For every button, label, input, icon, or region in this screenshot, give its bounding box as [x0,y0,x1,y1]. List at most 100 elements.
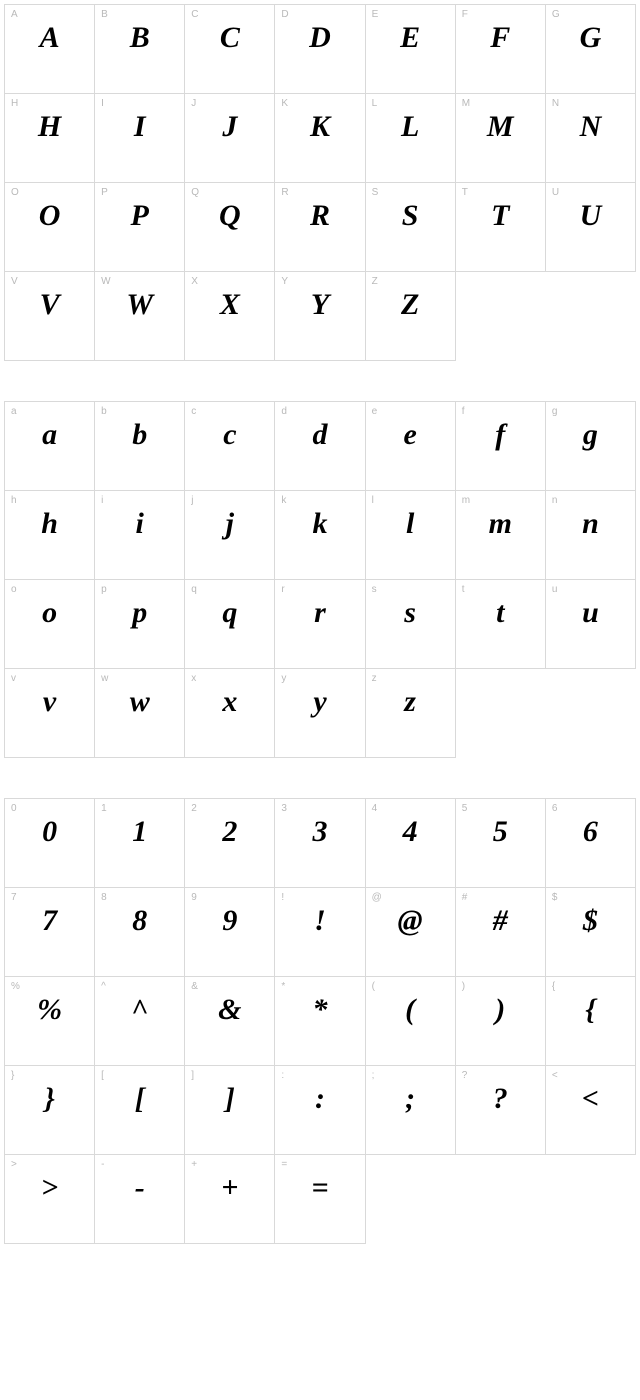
glyph-character: Z [366,288,455,322]
glyph-cell: %% [5,977,95,1066]
glyph-label: H [11,98,18,109]
glyph-cell: xx [185,669,275,758]
glyph-cell: RR [275,183,365,272]
glyph-character: H [5,110,94,144]
glyph-label: l [372,495,374,506]
glyph-cell: ]] [185,1066,275,1155]
glyph-character: D [275,21,364,55]
glyph-character: V [5,288,94,322]
glyph-character: { [546,993,635,1027]
glyph-character: U [546,199,635,233]
glyph-label: + [191,1159,197,1170]
glyph-cell: 55 [456,799,546,888]
glyph-label: J [191,98,196,109]
glyph-label: u [552,584,558,595]
glyph-cell: -- [95,1155,185,1244]
glyph-character: Q [185,199,274,233]
glyph-label: v [11,673,16,684]
glyph-label: & [191,981,198,992]
character-map: AABBCCDDEEFFGGHHIIJJKKLLMMNNOOPPQQRRSSTT… [4,4,636,1244]
glyph-label: U [552,187,559,198]
glyph-label: @ [372,892,382,903]
glyph-cell: 77 [5,888,95,977]
glyph-cell: UU [546,183,636,272]
glyph-cell: && [185,977,275,1066]
glyph-character: r [275,596,364,630]
glyph-character: < [546,1082,635,1116]
glyph-label: c [191,406,196,417]
glyph-character: w [95,685,184,719]
glyph-character: B [95,21,184,55]
glyph-character: ] [185,1082,274,1116]
glyph-character: i [95,507,184,541]
glyph-character: K [275,110,364,144]
glyph-label: W [101,276,110,287]
glyph-character: ! [275,904,364,938]
glyph-label: a [11,406,17,417]
glyph-cell: 33 [275,799,365,888]
glyph-cell: ii [95,491,185,580]
glyph-character: & [185,993,274,1027]
glyph-cell: NN [546,94,636,183]
glyph-cell: oo [5,580,95,669]
glyph-cell: bb [95,402,185,491]
glyph-cell: == [275,1155,365,1244]
glyph-label: 2 [191,803,197,814]
glyph-character: C [185,21,274,55]
glyph-label: = [281,1159,287,1170]
glyph-cell: MM [456,94,546,183]
glyph-label: * [281,981,285,992]
glyph-character: b [95,418,184,452]
glyph-cell: aa [5,402,95,491]
glyph-character: - [95,1171,184,1205]
glyph-label: e [372,406,378,417]
glyph-cell: cc [185,402,275,491]
glyph-label: # [462,892,468,903]
glyph-character: * [275,993,364,1027]
glyph-character: [ [95,1082,184,1116]
glyph-label: B [101,9,108,20]
glyph-cell: yy [275,669,365,758]
glyph-cell: ll [366,491,456,580]
glyph-section-lowercase: aabbccddeeffgghhiijjkkllmmnnooppqqrrsstt… [4,401,636,758]
glyph-cell: !! [275,888,365,977]
glyph-label: w [101,673,108,684]
glyph-label: 6 [552,803,558,814]
glyph-cell: WW [95,272,185,361]
glyph-label: j [191,495,193,506]
glyph-character: g [546,418,635,452]
glyph-label: ^ [101,981,106,992]
glyph-cell: EE [366,5,456,94]
glyph-label: E [372,9,379,20]
glyph-character: ( [366,993,455,1027]
glyph-label: { [552,981,555,992]
glyph-label: : [281,1070,284,1081]
empty-cell [546,272,636,361]
empty-cell [456,1155,546,1244]
glyph-character: S [366,199,455,233]
glyph-character: m [456,507,545,541]
glyph-cell: JJ [185,94,275,183]
glyph-label: r [281,584,284,595]
glyph-cell: ss [366,580,456,669]
glyph-label: D [281,9,288,20]
glyph-character: ? [456,1082,545,1116]
glyph-label: 8 [101,892,107,903]
glyph-character: Y [275,288,364,322]
glyph-label: L [372,98,378,109]
glyph-cell: {{ [546,977,636,1066]
glyph-cell: tt [456,580,546,669]
glyph-label: 1 [101,803,107,814]
glyph-label: ! [281,892,284,903]
glyph-label: Z [372,276,378,287]
glyph-cell: ** [275,977,365,1066]
glyph-character: 4 [366,815,455,849]
glyph-cell: 88 [95,888,185,977]
glyph-cell: 99 [185,888,275,977]
glyph-section-numbers_symbols: 00112233445566778899!!@@##$$%%^^&&**(())… [4,798,636,1244]
glyph-cell: ZZ [366,272,456,361]
glyph-character: E [366,21,455,55]
glyph-character: 3 [275,815,364,849]
glyph-cell: DD [275,5,365,94]
glyph-character: y [275,685,364,719]
